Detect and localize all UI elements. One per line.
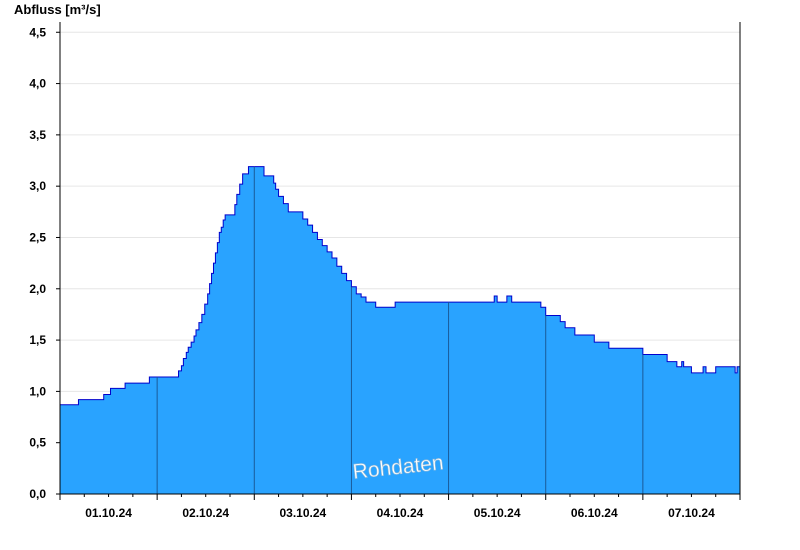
discharge-area [60,166,740,494]
y-tick-label: 2,5 [29,230,46,244]
y-tick-label: 1,0 [29,384,46,398]
y-tick-label: 3,5 [29,128,46,142]
x-tick-label: 01.10.24 [85,506,132,520]
y-tick-label: 3,0 [29,179,46,193]
x-tick-label: 05.10.24 [474,506,521,520]
x-tick-label: 03.10.24 [279,506,326,520]
x-tick-label: 04.10.24 [377,506,424,520]
y-tick-label: 4,0 [29,77,46,91]
y-axis-ticks: 0,0 0,5 1,0 1,5 2,0 2,5 3,0 3,5 4,0 4,5 [29,25,60,501]
day-separator-lines [156,166,644,494]
area-series [60,166,740,494]
x-axis-ticks: 01.10.24 02.10.24 03.10.24 04.10.24 05.10.24… [59,494,741,520]
discharge-line [60,166,740,406]
y-tick-label: 2,0 [29,282,46,296]
y-tick-label: 1,5 [29,333,46,347]
x-tick-label: 06.10.24 [571,506,618,520]
y-tick-label: 4,5 [29,25,46,39]
x-tick-label: 02.10.24 [182,506,229,520]
y-tick-label: 0,0 [29,487,46,501]
y-axis-title: Abfluss [m³/s] [14,2,101,17]
x-tick-label: 07.10.24 [668,506,715,520]
y-tick-label: 0,5 [29,436,46,450]
